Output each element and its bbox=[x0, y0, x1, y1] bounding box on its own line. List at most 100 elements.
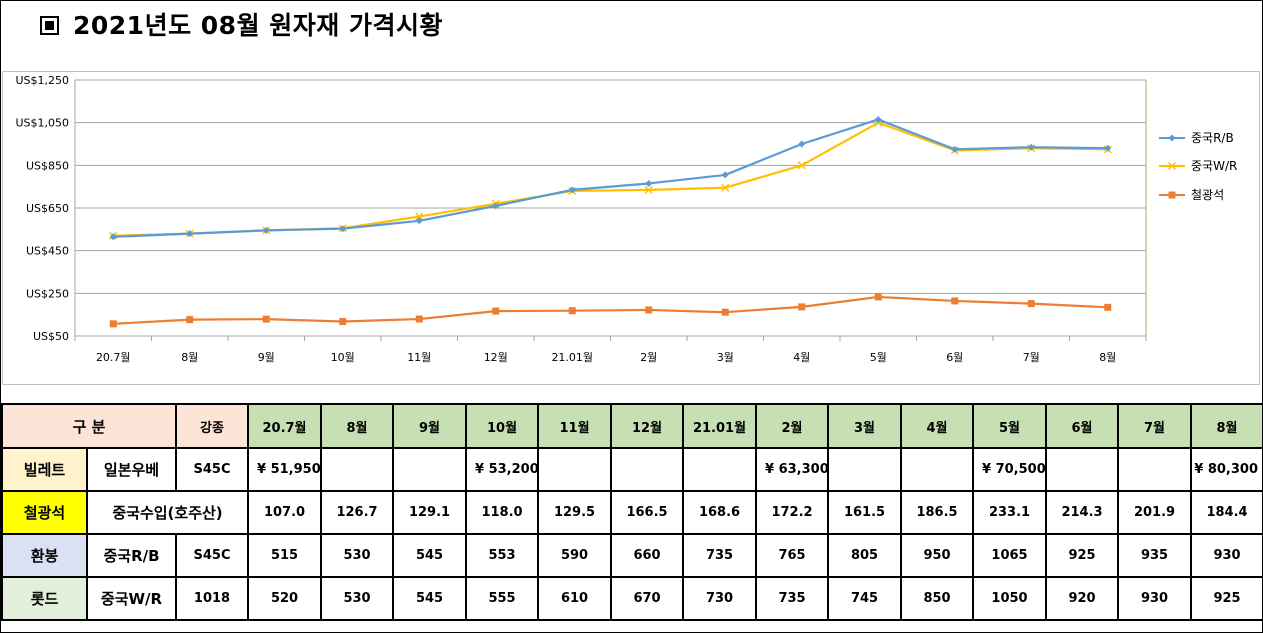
bar-value: 530 bbox=[320, 533, 395, 578]
billet-value bbox=[320, 447, 395, 492]
rod-value: 520 bbox=[247, 576, 323, 621]
series-line bbox=[113, 295, 1108, 325]
billet-value bbox=[900, 447, 975, 492]
bar-value: 805 bbox=[827, 533, 903, 578]
data-point bbox=[874, 293, 882, 301]
ore-value: 201.9 bbox=[1117, 490, 1193, 535]
x-tick-label: 3월 bbox=[717, 351, 734, 364]
table-row-billet: 빌레트 일본우베 S45C ¥ 51,950 ¥ 53,200 ¥ 63,300… bbox=[1, 447, 1263, 492]
header-month: 6월 bbox=[1045, 403, 1120, 449]
series-line bbox=[113, 121, 1108, 237]
data-point bbox=[262, 226, 270, 234]
ore-value: 107.0 bbox=[247, 490, 323, 535]
data-point bbox=[721, 308, 729, 316]
row-label-bar: 환봉 bbox=[1, 533, 88, 578]
data-point bbox=[645, 306, 653, 314]
data-point bbox=[415, 217, 423, 225]
billet-value: ¥ 53,200 bbox=[465, 447, 540, 492]
header-month: 8월 bbox=[320, 403, 395, 449]
header-category: 구 분 bbox=[0, 403, 178, 449]
legend-marker bbox=[1168, 191, 1176, 199]
x-tick-label: 20.7월 bbox=[96, 351, 131, 364]
data-point bbox=[798, 303, 806, 311]
data-point bbox=[951, 145, 959, 153]
bar-value: 660 bbox=[610, 533, 685, 578]
bar-value: 735 bbox=[682, 533, 758, 578]
header-month: 8월 bbox=[1190, 403, 1263, 449]
data-point bbox=[1104, 144, 1112, 152]
billet-value bbox=[1045, 447, 1120, 492]
rod-value: 730 bbox=[682, 576, 758, 621]
ore-value: 168.6 bbox=[682, 490, 758, 535]
x-tick-label: 2월 bbox=[640, 351, 657, 364]
row-label-rod: 롯드 bbox=[1, 576, 88, 621]
ore-value: 129.1 bbox=[392, 490, 468, 535]
y-tick-label: US$1,050 bbox=[15, 117, 69, 130]
x-tick-label: 5월 bbox=[870, 351, 887, 364]
data-point bbox=[874, 115, 882, 123]
billet-value bbox=[392, 447, 468, 492]
data-point bbox=[568, 307, 576, 315]
bar-value: 930 bbox=[1190, 533, 1263, 578]
data-point bbox=[797, 161, 806, 170]
x-tick-label: 8월 bbox=[1099, 351, 1116, 364]
data-point bbox=[492, 202, 500, 210]
data-point bbox=[339, 225, 347, 233]
x-tick-label: 11월 bbox=[407, 351, 431, 364]
data-point bbox=[645, 179, 653, 187]
x-tick-label: 8월 bbox=[181, 351, 198, 364]
billet-value: ¥ 70,500 bbox=[972, 447, 1048, 492]
rod-value: 1050 bbox=[972, 576, 1048, 621]
data-point bbox=[721, 183, 730, 192]
rod-value: 530 bbox=[320, 576, 395, 621]
price-line-chart: US$50 US$250 US$450 US$650 US$850 US$1,050 US$… bbox=[15, 74, 1237, 364]
x-tick-label: 4월 bbox=[793, 351, 810, 364]
x-tick-label: 12월 bbox=[484, 351, 508, 364]
rod-value: 930 bbox=[1117, 576, 1193, 621]
header-month: 5월 bbox=[972, 403, 1048, 449]
billet-value: ¥ 51,950 bbox=[247, 447, 323, 492]
billet-value bbox=[827, 447, 903, 492]
billet-value: ¥ 80,300 bbox=[1190, 447, 1263, 492]
rod-value: 920 bbox=[1045, 576, 1120, 621]
data-point bbox=[262, 315, 270, 323]
ore-value: 126.7 bbox=[320, 490, 395, 535]
billet-value: ¥ 63,300 bbox=[755, 447, 830, 492]
data-point bbox=[1027, 143, 1035, 151]
legend-label: 철광석 bbox=[1191, 188, 1224, 202]
header-grade: 강종 bbox=[175, 403, 250, 449]
ore-value: 214.3 bbox=[1045, 490, 1120, 535]
data-point bbox=[951, 297, 959, 305]
ore-value: 186.5 bbox=[900, 490, 975, 535]
y-tick-label: US$1,250 bbox=[15, 74, 69, 87]
x-tick-label: 10월 bbox=[331, 351, 355, 364]
ore-origin: 중국수입(호주산) bbox=[85, 490, 250, 535]
billet-origin: 일본우베 bbox=[85, 447, 178, 492]
header-month: 10월 bbox=[465, 403, 540, 449]
header-month: 12월 bbox=[610, 403, 685, 449]
bar-origin: 중국R/B bbox=[85, 533, 178, 578]
legend-marker bbox=[1167, 161, 1177, 171]
rod-origin: 중국W/R bbox=[85, 576, 178, 621]
billet-value bbox=[610, 447, 685, 492]
rod-value: 610 bbox=[537, 576, 613, 621]
data-point bbox=[415, 212, 424, 221]
header-month: 20.7월 bbox=[247, 403, 323, 449]
data-point bbox=[186, 316, 194, 324]
bar-value: 515 bbox=[247, 533, 323, 578]
data-point bbox=[109, 233, 117, 241]
bar-value: 545 bbox=[392, 533, 468, 578]
billet-value bbox=[1117, 447, 1193, 492]
page-title: 2021년도 08월 원자재 가격시황 bbox=[40, 6, 443, 42]
legend-label: 중국R/B bbox=[1191, 131, 1234, 145]
header-month: 4월 bbox=[900, 403, 975, 449]
ore-value: 184.4 bbox=[1190, 490, 1263, 535]
ore-value: 166.5 bbox=[610, 490, 685, 535]
billet-value bbox=[537, 447, 613, 492]
y-tick-label: US$50 bbox=[33, 330, 69, 343]
x-tick-label: 21.01월 bbox=[551, 351, 593, 364]
rod-value: 555 bbox=[465, 576, 540, 621]
data-point bbox=[492, 307, 500, 315]
bar-value: 553 bbox=[465, 533, 540, 578]
data-point bbox=[568, 186, 576, 194]
